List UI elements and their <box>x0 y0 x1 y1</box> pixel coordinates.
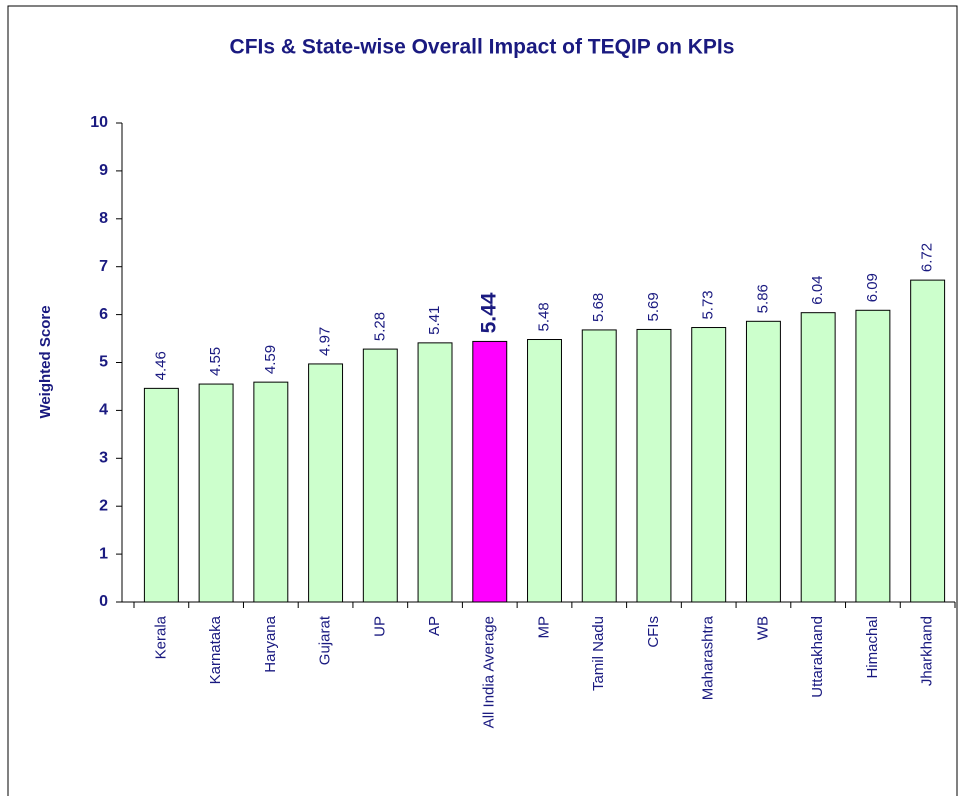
bar <box>855 309 891 603</box>
bar <box>800 312 836 603</box>
x-tick-label: MP <box>535 616 552 639</box>
data-label: 4.55 <box>207 347 224 376</box>
x-tick-label: Kerala <box>152 615 169 659</box>
bar <box>527 339 562 603</box>
data-label: 5.28 <box>371 312 388 341</box>
bar <box>691 327 727 603</box>
y-tick-label: 7 <box>99 258 108 275</box>
data-label: 5.73 <box>700 290 717 319</box>
y-axis-label: Weighted Score <box>37 305 54 418</box>
bar <box>362 348 398 603</box>
y-tick-label: 4 <box>99 402 108 419</box>
bar <box>745 320 781 603</box>
bar <box>198 383 234 603</box>
chart-title: CFIs & State-wise Overall Impact of TEQI… <box>230 36 735 59</box>
bar <box>417 342 453 603</box>
x-tick-label: Karnataka <box>207 615 224 684</box>
data-label: 5.44 <box>477 292 500 333</box>
data-label: 4.97 <box>317 327 334 356</box>
data-label: 4.59 <box>262 345 279 374</box>
x-tick-label: Tamil Nadu <box>590 616 607 691</box>
x-tick-label: Gujarat <box>317 615 334 665</box>
bar <box>253 381 289 603</box>
data-label: 5.86 <box>754 284 771 313</box>
data-label: 6.04 <box>809 275 826 304</box>
x-tick-label: All India Average <box>481 616 498 728</box>
bar <box>581 329 617 603</box>
y-tick-label: 1 <box>99 545 108 562</box>
x-tick-label: Maharashtra <box>700 615 717 700</box>
data-label: 5.41 <box>426 306 443 335</box>
y-tick-label: 10 <box>90 114 108 131</box>
y-tick-label: 5 <box>99 354 108 371</box>
y-tick-label: 0 <box>99 593 108 610</box>
x-tick-label: Uttarakhand <box>809 616 826 698</box>
data-label: 5.69 <box>645 292 662 321</box>
data-label: 4.46 <box>152 351 169 380</box>
x-tick-label: Haryana <box>262 615 279 672</box>
x-tick-label: CFIs <box>645 616 662 648</box>
data-label: 5.48 <box>535 302 552 331</box>
y-tick-label: 2 <box>99 497 108 514</box>
data-label: 6.72 <box>919 243 936 272</box>
x-tick-label: UP <box>371 616 388 637</box>
x-tick-label: Jharkhand <box>919 616 936 686</box>
bar <box>143 387 179 603</box>
y-tick-label: 9 <box>99 162 108 179</box>
bar <box>636 328 672 603</box>
data-label: 5.68 <box>590 293 607 322</box>
bar <box>308 363 344 603</box>
y-tick-label: 8 <box>99 210 108 227</box>
data-label: 6.09 <box>864 273 881 302</box>
y-tick-label: 3 <box>99 450 108 467</box>
bar <box>910 279 946 603</box>
x-tick-label: Himachal <box>864 616 881 679</box>
x-tick-label: AP <box>426 616 443 636</box>
x-tick-label: WB <box>754 616 771 640</box>
bar <box>472 340 508 603</box>
y-tick-label: 6 <box>99 306 108 323</box>
